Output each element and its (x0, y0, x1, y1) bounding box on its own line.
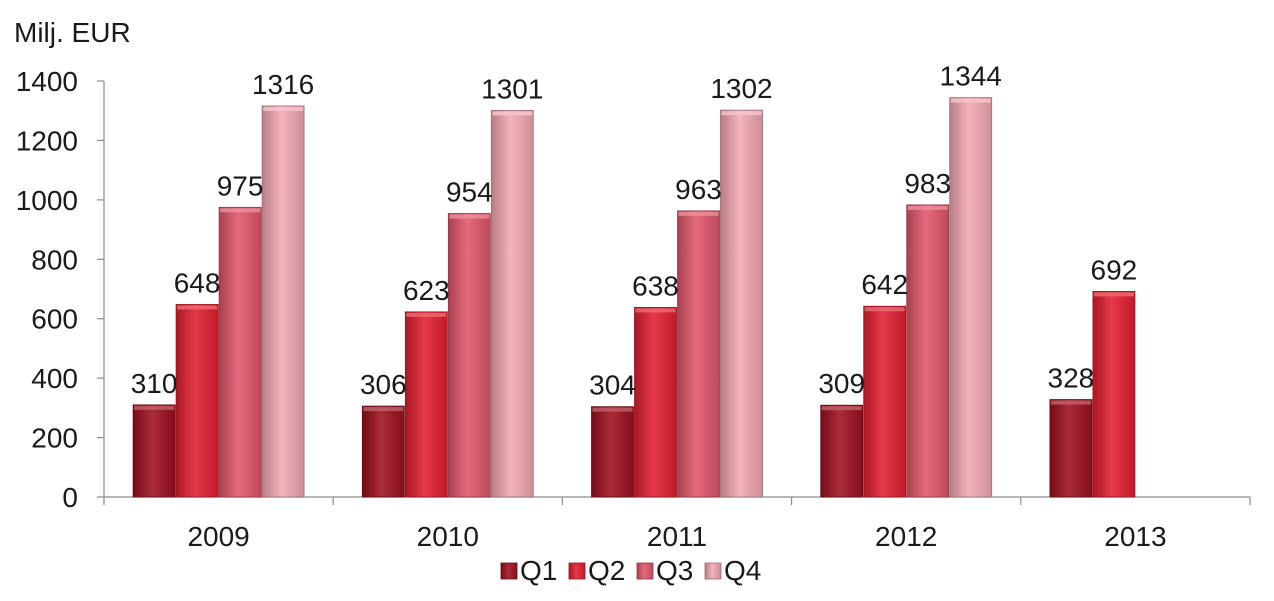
bar-top-highlight (678, 211, 719, 216)
y-tick-label: 1200 (16, 125, 78, 156)
data-label: 304 (589, 370, 636, 401)
data-label: 306 (360, 369, 407, 400)
bar-top-highlight (363, 407, 404, 412)
legend-swatch-q4 (704, 562, 722, 580)
bar-top-highlight (263, 106, 304, 111)
bar-top-highlight (406, 312, 447, 317)
bar-top-highlight (721, 111, 762, 116)
bar-top-highlight (907, 205, 948, 210)
bar-q1-2009 (132, 404, 176, 498)
bar-q4-2012 (949, 97, 993, 498)
bar-top-highlight (950, 98, 991, 103)
bar-q4-2011 (720, 109, 763, 498)
legend-label: Q2 (588, 555, 625, 586)
y-tick-label: 0 (62, 482, 78, 513)
data-label: 983 (904, 168, 951, 199)
y-axis-title: Milj. EUR (14, 17, 131, 48)
x-tick-label: 2011 (647, 521, 707, 552)
bar-top-highlight (134, 405, 175, 410)
data-label: 1302 (710, 73, 772, 104)
legend-swatch-q1 (500, 562, 518, 580)
bar-q3-2009 (218, 206, 262, 498)
legend-label: Q4 (724, 555, 761, 586)
bar-q1-2010 (361, 405, 405, 498)
data-label: 1316 (252, 69, 314, 100)
bars (132, 97, 1136, 498)
data-label: 309 (818, 368, 865, 399)
y-tick-label: 800 (31, 244, 78, 275)
legend-label: Q1 (520, 555, 557, 586)
data-label: 692 (1091, 254, 1138, 285)
data-label: 954 (446, 177, 493, 208)
legend-swatch-q3 (636, 562, 654, 580)
bar-top-highlight (492, 111, 533, 116)
legend-swatch-q2 (568, 562, 586, 580)
y-tick-label: 600 (31, 304, 78, 335)
bar-q4-2009 (261, 105, 305, 498)
data-label: 1344 (940, 61, 1002, 92)
legend: Q1 Q2 Q3 Q4 (500, 555, 761, 586)
bar-top-highlight (592, 407, 633, 412)
data-labels: 310 648 975 1316 306 623 954 1301 304 638 963 1302 3… (131, 61, 1138, 401)
x-tick-label: 2012 (875, 521, 937, 552)
legend-label: Q3 (656, 555, 693, 586)
bar-q3-2010 (447, 213, 491, 498)
data-label: 1301 (481, 73, 543, 104)
bar-top-highlight (449, 214, 490, 219)
bar-q2-2013 (1092, 290, 1136, 498)
bar-q2-2012 (863, 305, 907, 498)
y-axis: 0 200 400 600 800 1000 1200 1400 (16, 66, 105, 513)
x-tick-label: 2010 (417, 521, 479, 552)
bar-top-highlight (1050, 400, 1091, 405)
bar-q2-2010 (404, 311, 448, 498)
bar-top-highlight (220, 208, 261, 213)
data-label: 638 (632, 270, 679, 301)
y-tick-label: 200 (31, 423, 78, 454)
bar-q2-2009 (175, 304, 219, 498)
bar-q4-2010 (490, 110, 534, 498)
y-tick-label: 400 (31, 363, 78, 394)
data-label: 642 (861, 269, 908, 300)
y-tick-label: 1400 (16, 66, 78, 97)
bar-q2-2011 (634, 307, 677, 498)
bar-q1-2013 (1049, 399, 1093, 498)
y-tick-label: 1000 (16, 185, 78, 216)
bar-top-highlight (821, 406, 862, 411)
bar-q3-2012 (906, 204, 950, 498)
bar-top-highlight (1093, 292, 1134, 297)
bar-top-highlight (635, 308, 676, 313)
bar-top-highlight (864, 307, 905, 312)
data-label: 623 (403, 275, 450, 306)
data-label: 328 (1048, 363, 1095, 394)
bar-q1-2012 (820, 404, 864, 498)
data-label: 975 (217, 170, 264, 201)
data-label: 310 (131, 368, 178, 399)
bar-q1-2011 (591, 406, 634, 498)
x-tick-label: 2013 (1104, 521, 1166, 552)
bar-top-highlight (177, 305, 218, 310)
bar-q3-2011 (677, 210, 720, 498)
data-label: 648 (174, 267, 221, 298)
x-tick-label: 2009 (187, 521, 249, 552)
x-axis: 2009 2010 2011 2012 2013 (103, 496, 1251, 552)
data-label: 963 (675, 174, 722, 205)
